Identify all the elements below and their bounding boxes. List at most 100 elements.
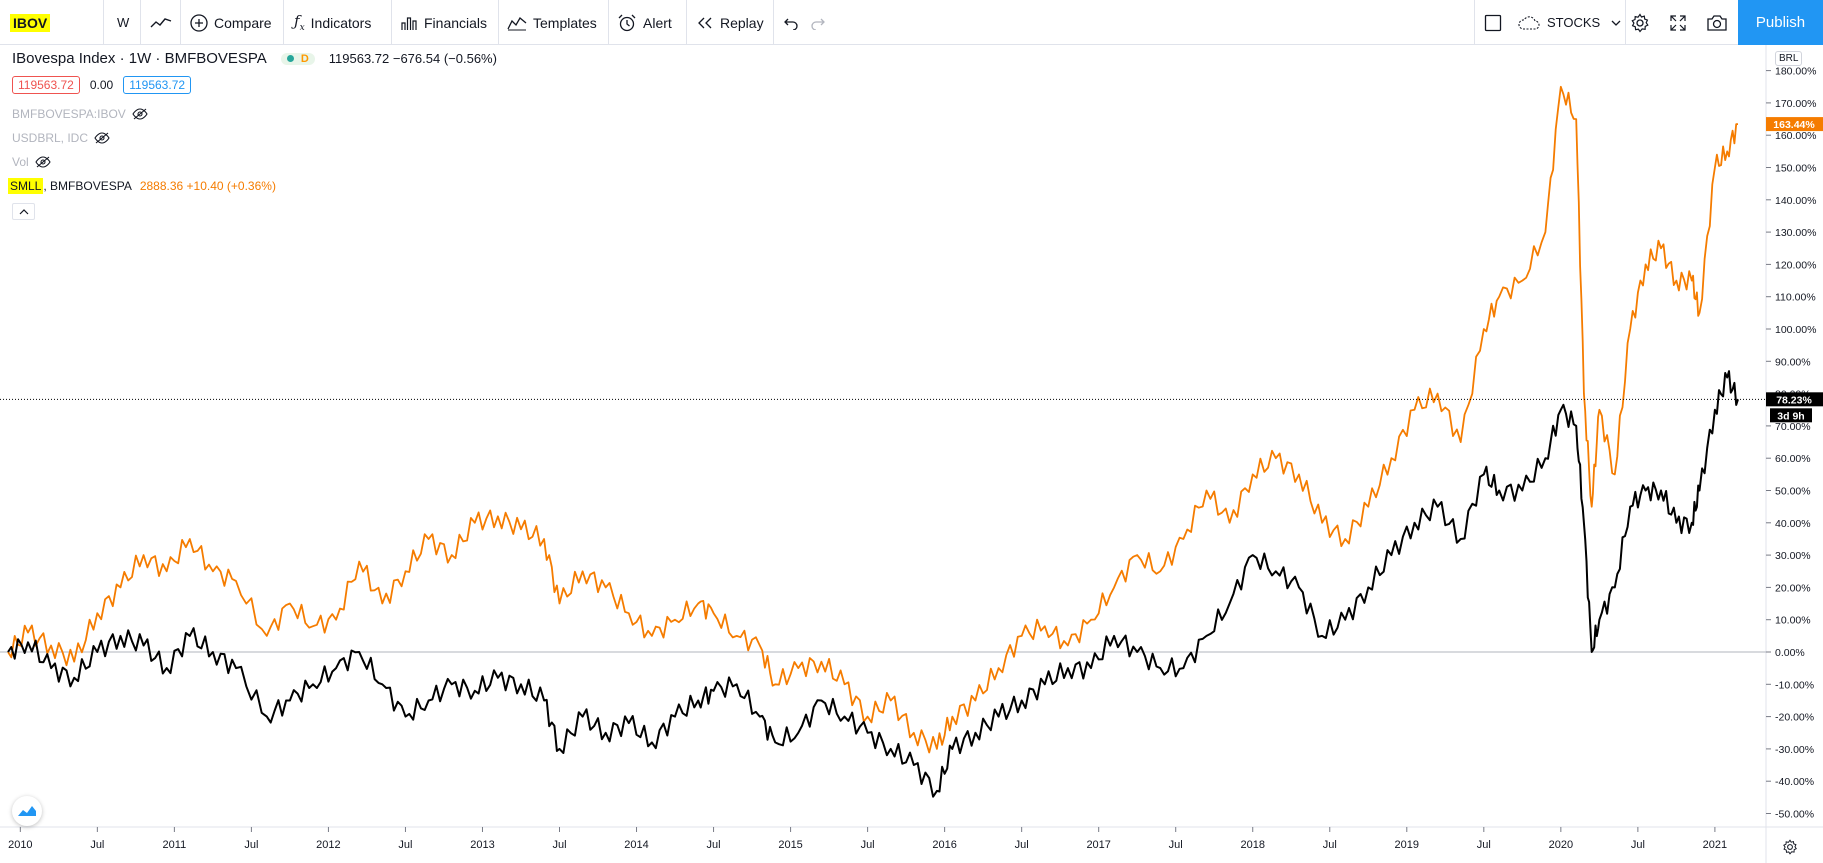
- hidden-series-volume[interactable]: Vol: [12, 155, 51, 169]
- toolbar-divider: [180, 0, 181, 45]
- price-tags: 163.44% 78.23% 3d 9h: [1766, 117, 1823, 423]
- smll-exchange: , BMFBOVESPA: [43, 179, 132, 193]
- x-tick-label: Jul: [552, 839, 566, 851]
- y-tick-label: 150.00%: [1775, 163, 1816, 175]
- smll-series-legend[interactable]: SMLL , BMFBOVESPA 2888.36 +10.40 (+0.36%…: [8, 178, 276, 194]
- y-tick-label: 90.00%: [1775, 356, 1811, 368]
- ibov-price-tag-label: 78.23%: [1776, 394, 1812, 406]
- ask-box: 119563.72: [123, 76, 192, 94]
- main-series-legend: IBovespa Index · 1W · BMFBOVESPA D 11956…: [12, 50, 497, 67]
- alert-label: Alert: [643, 14, 672, 31]
- chevron-down-icon: [1611, 20, 1621, 26]
- interval-button[interactable]: W: [117, 6, 129, 39]
- smll-symbol: SMLL: [8, 178, 44, 194]
- eye-off-icon[interactable]: [132, 108, 148, 120]
- x-tick-label: 2020: [1549, 839, 1573, 851]
- x-tick-label: Jul: [398, 839, 412, 851]
- x-tick-label: 2019: [1395, 839, 1419, 851]
- status-letter: D: [300, 52, 309, 65]
- y-tick-label: 0.00%: [1775, 647, 1805, 659]
- x-tick-label: Jul: [1323, 839, 1337, 851]
- main-series-values: 119563.72 −676.54 (−0.56%): [328, 51, 497, 66]
- financials-label: Financials: [424, 14, 488, 31]
- indicators-label: Indicators: [310, 14, 372, 31]
- x-tick-label: 2016: [932, 839, 956, 851]
- alert-button[interactable]: Alert: [617, 6, 672, 39]
- publish-button[interactable]: Publish: [1738, 0, 1823, 45]
- gear-icon: [1631, 12, 1649, 32]
- currency-label[interactable]: BRL: [1775, 51, 1803, 66]
- ibov-series-line: [7, 370, 1739, 798]
- financials-button[interactable]: Financials: [400, 6, 487, 39]
- y-tick-label: 30.00%: [1775, 550, 1811, 562]
- compare-label: Compare: [214, 14, 272, 31]
- hidden-series-usdbrl[interactable]: USDBRL, IDC: [12, 131, 110, 145]
- x-tick-label: 2011: [163, 839, 187, 851]
- undo-button[interactable]: [783, 6, 799, 39]
- main-series-title[interactable]: IBovespa Index · 1W · BMFBOVESPA: [12, 50, 267, 67]
- top-toolbar: IBOV W Compare ƒx Indicators Financials …: [0, 0, 1823, 45]
- chevron-up-icon: [19, 209, 28, 215]
- logo-icon: [18, 806, 36, 816]
- camera-icon: [1707, 14, 1727, 31]
- interval-label: W: [117, 15, 130, 30]
- countdown-tag-label: 3d 9h: [1777, 410, 1804, 422]
- snapshot-button[interactable]: [1706, 6, 1728, 39]
- fullscreen-toggle[interactable]: [1484, 6, 1502, 39]
- y-tick-label: 10.00%: [1775, 615, 1811, 627]
- line-chart-icon: [150, 17, 172, 27]
- market-status-badge: D: [280, 52, 315, 65]
- hidden-series-ibov[interactable]: BMFBOVESPA:IBOV: [12, 107, 148, 121]
- redo-button[interactable]: [810, 6, 826, 39]
- y-tick-label: -50.00%: [1775, 809, 1814, 821]
- y-tick-label: 160.00%: [1775, 130, 1816, 142]
- price-chart[interactable]: 180.00% 170.00% 160.00% 150.00% 140.00% 130.0…: [0, 45, 1823, 863]
- y-tick-label: 70.00%: [1775, 421, 1811, 433]
- y-tick-label: 50.00%: [1775, 486, 1811, 498]
- price-boxes: 119563.72 0.00 119563.72: [12, 76, 192, 94]
- toolbar-divider: [1474, 0, 1475, 45]
- y-axis-scale: 180.00% 170.00% 160.00% 150.00% 140.00% 130.0…: [0, 45, 1823, 863]
- x-tick-label: 2013: [470, 839, 494, 851]
- replay-button[interactable]: Replay: [696, 6, 764, 39]
- alarm-clock-icon: [618, 14, 636, 31]
- undo-icon: [784, 18, 798, 30]
- y-tick-label: 130.00%: [1775, 227, 1816, 239]
- series-lines: [0, 85, 1766, 798]
- y-tick-label: 100.00%: [1775, 324, 1816, 336]
- x-tick-label: Jul: [707, 839, 721, 851]
- x-tick-label: Jul: [90, 839, 104, 851]
- indicators-button[interactable]: ƒx Indicators: [294, 6, 371, 39]
- gear-icon: [1783, 839, 1797, 855]
- tradingview-logo[interactable]: [12, 796, 42, 826]
- eye-off-icon[interactable]: [35, 156, 51, 168]
- chart-style-button[interactable]: [150, 6, 172, 39]
- symbol-search-button[interactable]: IBOV: [10, 6, 100, 39]
- y-tick-label: -40.00%: [1775, 776, 1814, 788]
- x-tick-label: 2018: [1240, 839, 1264, 851]
- x-tick-label: Jul: [244, 839, 258, 851]
- scale-settings-button[interactable]: [1782, 839, 1798, 860]
- x-tick-label: Jul: [1169, 839, 1183, 851]
- x-tick-label: Jul: [1015, 839, 1029, 851]
- y-tick-label: -20.00%: [1775, 712, 1814, 724]
- y-tick-label: 40.00%: [1775, 518, 1811, 530]
- y-tick-label: 120.00%: [1775, 259, 1816, 271]
- x-tick-label: Jul: [1631, 839, 1645, 851]
- templates-button[interactable]: Templates: [507, 6, 597, 39]
- hidden-series-label: BMFBOVESPA:IBOV: [12, 107, 126, 121]
- settings-button[interactable]: [1630, 6, 1650, 39]
- toolbar-divider: [608, 0, 609, 45]
- eye-off-icon[interactable]: [94, 132, 110, 144]
- smll-values: 2888.36 +10.40 (+0.36%): [139, 179, 276, 193]
- ibov-price-tag: [1766, 392, 1823, 407]
- hidden-series-label: USDBRL, IDC: [12, 131, 89, 145]
- toolbar-divider: [103, 0, 104, 45]
- collapse-legend-button[interactable]: [12, 203, 35, 220]
- y-tick-label: 140.00%: [1775, 195, 1816, 207]
- fullscreen-button[interactable]: [1669, 6, 1687, 39]
- layout-button[interactable]: STOCKS: [1517, 6, 1622, 39]
- replay-label: Replay: [720, 14, 764, 31]
- compare-button[interactable]: Compare: [190, 6, 272, 39]
- x-tick-label: Jul: [861, 839, 875, 851]
